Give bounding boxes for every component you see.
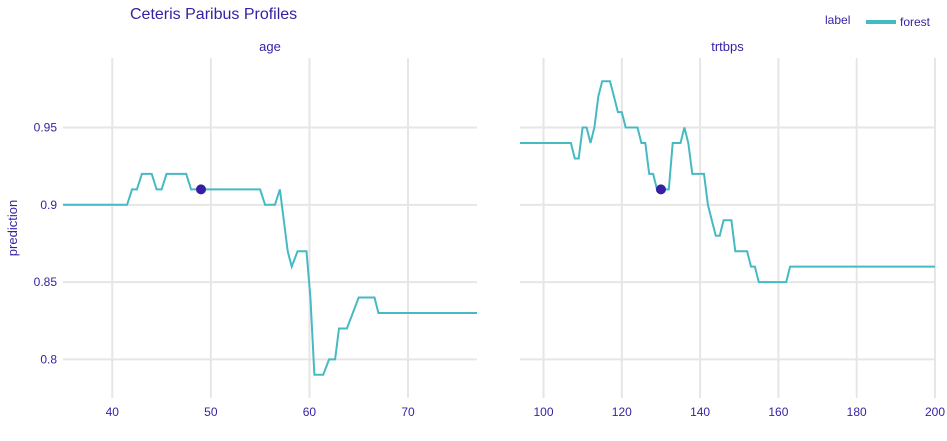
x-tick-label-age: 60 bbox=[303, 405, 317, 419]
x-tick-label-age: 70 bbox=[401, 405, 415, 419]
chart-title: Ceteris Paribus Profiles bbox=[130, 6, 297, 23]
facet-label-age: age bbox=[259, 39, 281, 54]
legend-label-forest: forest bbox=[900, 15, 931, 29]
x-tick-label-trtbps: 200 bbox=[925, 405, 945, 419]
x-tick-label-trtbps: 160 bbox=[768, 405, 788, 419]
x-tick-label-trtbps: 120 bbox=[612, 405, 632, 419]
x-tick-label-age: 40 bbox=[106, 405, 120, 419]
x-tick-label-trtbps: 180 bbox=[847, 405, 867, 419]
y-tick-label: 0.9 bbox=[40, 198, 57, 212]
series-line-forest-trtbps bbox=[520, 80, 935, 284]
panel-trtbps: trtbps 100 120 140 160 180 200 bbox=[520, 39, 945, 419]
y-tick-label: 0.85 bbox=[34, 275, 58, 289]
legend: label forest bbox=[825, 13, 931, 29]
observation-point-trtbps bbox=[655, 184, 666, 195]
y-axis-title: prediction bbox=[5, 200, 20, 256]
x-tick-label-trtbps: 140 bbox=[690, 405, 710, 419]
x-tick-label-trtbps: 100 bbox=[533, 405, 553, 419]
y-tick-label: 0.95 bbox=[34, 121, 58, 135]
panel-age: age 0.8 0.85 0.9 0.95 40 50 60 70 bbox=[34, 39, 477, 419]
series-line-forest-age bbox=[63, 172, 477, 376]
observation-point-age bbox=[196, 184, 206, 195]
facet-label-trtbps: trtbps bbox=[711, 39, 744, 54]
y-tick-label: 0.8 bbox=[40, 352, 57, 366]
x-tick-label-age: 50 bbox=[204, 405, 218, 419]
legend-title: label bbox=[825, 13, 850, 27]
